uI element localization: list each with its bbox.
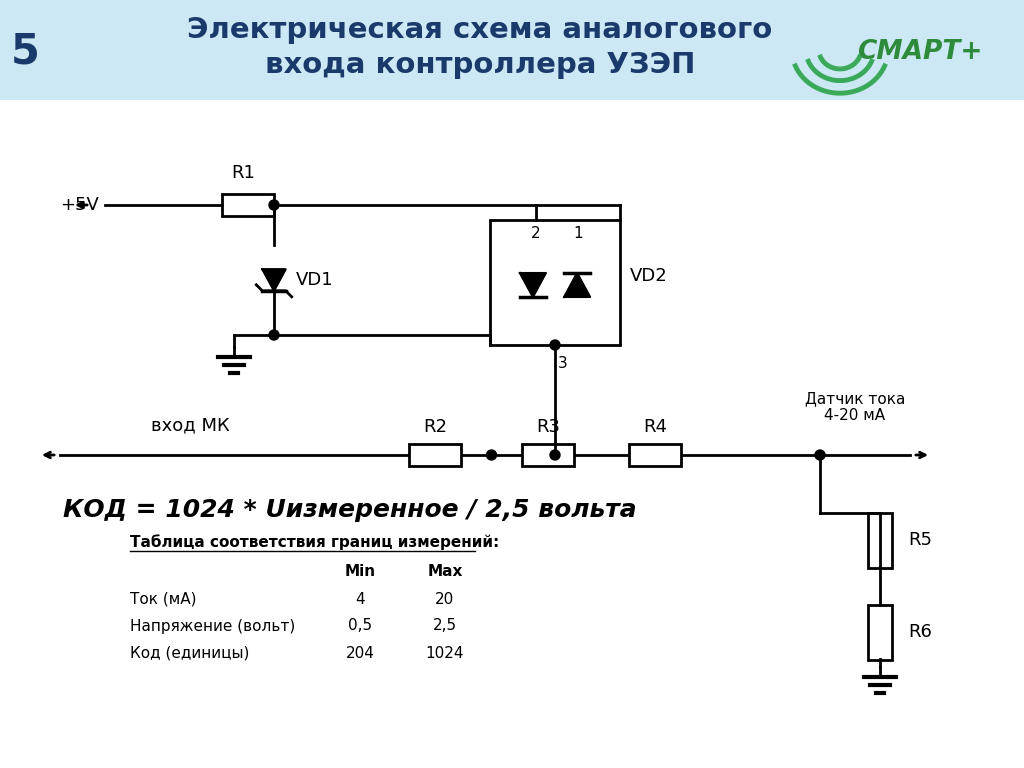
- Text: 3: 3: [558, 356, 568, 370]
- Polygon shape: [520, 273, 546, 297]
- Text: Таблица соответствия границ измерений:: Таблица соответствия границ измерений:: [130, 534, 500, 550]
- Text: 5: 5: [10, 31, 40, 73]
- Text: 204: 204: [345, 645, 375, 660]
- Circle shape: [550, 450, 560, 460]
- Bar: [222, 194, 274, 216]
- Text: R2: R2: [423, 418, 447, 436]
- Circle shape: [550, 340, 560, 350]
- Text: 2: 2: [530, 227, 541, 241]
- Text: +5V: +5V: [60, 196, 99, 214]
- Text: Max: Max: [427, 564, 463, 580]
- Text: 2,5: 2,5: [433, 618, 457, 634]
- Text: 0,5: 0,5: [348, 618, 372, 634]
- Text: 4: 4: [355, 591, 365, 607]
- Circle shape: [269, 330, 279, 340]
- Bar: [522, 444, 574, 466]
- Text: 1: 1: [573, 227, 584, 241]
- Bar: [490, 220, 620, 345]
- Text: вход МК: вход МК: [151, 416, 229, 434]
- Text: Код (единицы): Код (единицы): [130, 645, 250, 660]
- Text: VD2: VD2: [630, 267, 668, 285]
- Text: Ток (мА): Ток (мА): [130, 591, 197, 607]
- Text: R5: R5: [908, 531, 932, 549]
- Text: R6: R6: [908, 623, 932, 641]
- Text: VD1: VD1: [296, 271, 334, 289]
- Text: КОД = 1024 * Uизмеренное / 2,5 вольта: КОД = 1024 * Uизмеренное / 2,5 вольта: [63, 498, 637, 522]
- Text: R4: R4: [643, 418, 667, 436]
- Bar: [629, 444, 681, 466]
- Text: СМАРТ+: СМАРТ+: [857, 39, 983, 65]
- Text: Напряжение (вольт): Напряжение (вольт): [130, 618, 295, 634]
- Text: R3: R3: [536, 418, 560, 436]
- Text: 1024: 1024: [426, 645, 464, 660]
- Polygon shape: [262, 270, 286, 291]
- Text: Датчик тока
4-20 мА: Датчик тока 4-20 мА: [805, 391, 905, 423]
- Circle shape: [269, 200, 279, 210]
- Text: входа контроллера УЗЭП: входа контроллера УЗЭП: [265, 51, 695, 79]
- Polygon shape: [564, 273, 590, 297]
- Bar: [868, 512, 892, 568]
- Text: R1: R1: [231, 164, 255, 182]
- Bar: [0, 0, 1024, 100]
- Text: Электрическая схема аналогового: Электрическая схема аналогового: [187, 16, 773, 44]
- Circle shape: [815, 450, 825, 460]
- Text: 20: 20: [435, 591, 455, 607]
- Text: Min: Min: [344, 564, 376, 580]
- Bar: [868, 604, 892, 660]
- Circle shape: [486, 450, 497, 460]
- Bar: [409, 444, 461, 466]
